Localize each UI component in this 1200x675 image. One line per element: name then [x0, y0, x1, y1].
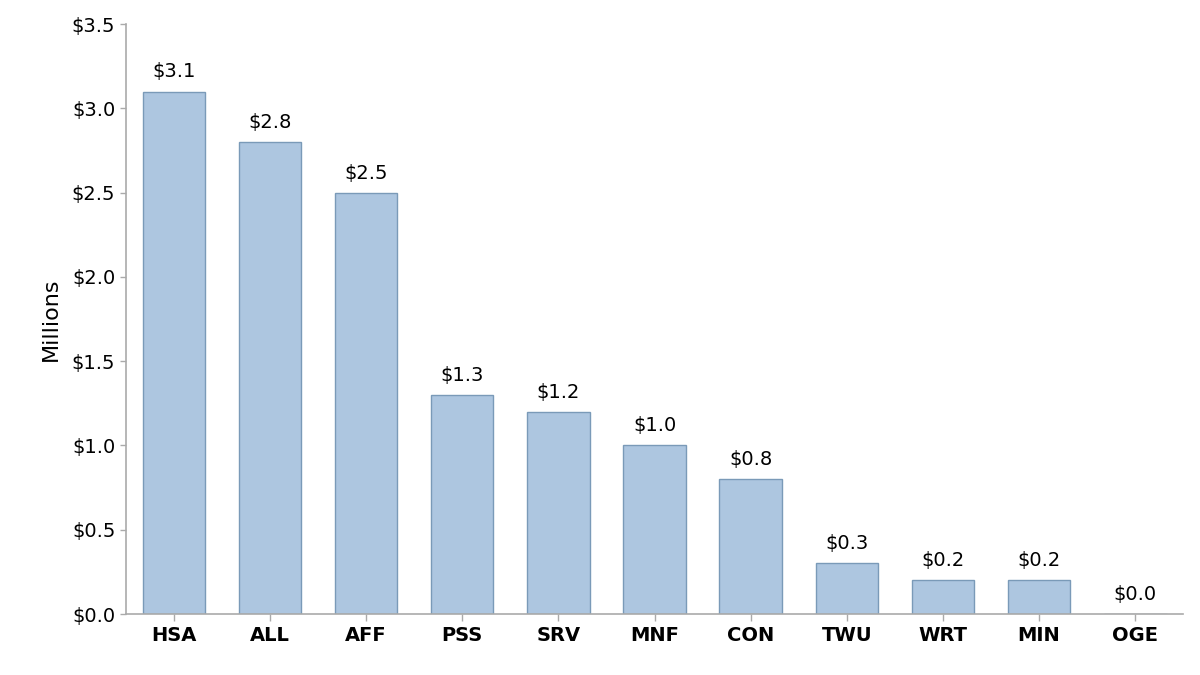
Text: $1.2: $1.2 — [536, 383, 580, 402]
Bar — [912, 580, 974, 614]
Text: $2.5: $2.5 — [344, 163, 388, 182]
Bar — [527, 412, 589, 614]
Bar — [239, 142, 301, 614]
Bar — [335, 192, 397, 614]
Y-axis label: Millions: Millions — [41, 277, 61, 361]
Bar — [1008, 580, 1070, 614]
Bar — [720, 479, 782, 614]
Text: $0.0: $0.0 — [1114, 585, 1157, 604]
Text: $1.0: $1.0 — [632, 416, 676, 435]
Text: $0.8: $0.8 — [730, 450, 773, 469]
Bar — [143, 92, 205, 614]
Bar — [623, 446, 685, 614]
Text: $1.3: $1.3 — [440, 366, 484, 385]
Bar — [431, 395, 493, 614]
Bar — [816, 564, 878, 614]
Text: $0.2: $0.2 — [1018, 551, 1061, 570]
Text: $0.2: $0.2 — [922, 551, 965, 570]
Text: $2.8: $2.8 — [248, 113, 292, 132]
Text: $0.3: $0.3 — [826, 535, 869, 554]
Text: $3.1: $3.1 — [152, 63, 196, 82]
